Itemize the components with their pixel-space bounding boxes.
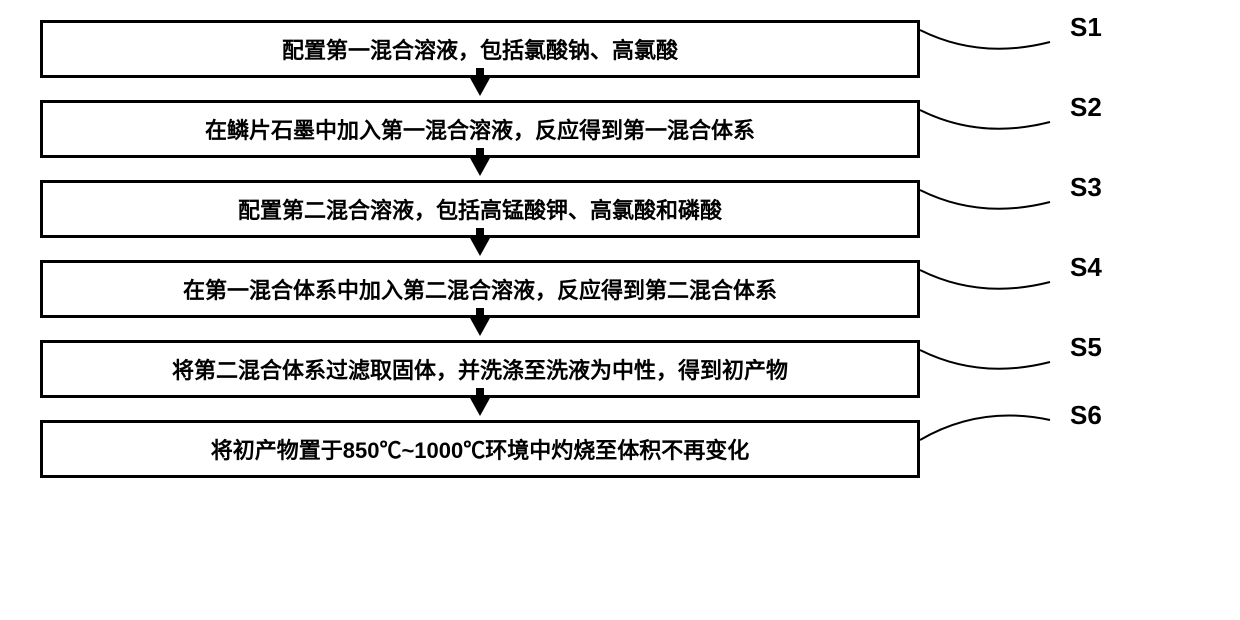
step-label-s6: S6	[1070, 400, 1102, 431]
leader-line	[920, 260, 1180, 320]
leader-line	[920, 180, 1180, 240]
arrow-spacer	[40, 398, 1040, 420]
step-row: 将初产物置于850℃~1000℃环境中灼烧至体积不再变化 S6	[40, 420, 1040, 478]
step-row: 将第二混合体系过滤取固体，并洗涤至洗液为中性，得到初产物 S5	[40, 340, 1040, 398]
step-label-s2: S2	[1070, 92, 1102, 123]
step-label-s5: S5	[1070, 332, 1102, 363]
arrow-spacer	[40, 238, 1040, 260]
step-label-s3: S3	[1070, 172, 1102, 203]
step-label-s1: S1	[1070, 12, 1102, 43]
step-row: 配置第一混合溶液，包括氯酸钠、高氯酸 S1	[40, 20, 1040, 78]
process-flowchart: 配置第一混合溶液，包括氯酸钠、高氯酸 S1 在鳞片石墨中加入第一混合溶液，反应得…	[40, 20, 1040, 478]
step-box-s6: 将初产物置于850℃~1000℃环境中灼烧至体积不再变化	[40, 420, 920, 478]
step-row: 配置第二混合溶液，包括高锰酸钾、高氯酸和磷酸 S3	[40, 180, 1040, 238]
step-row: 在第一混合体系中加入第二混合溶液，反应得到第二混合体系 S4	[40, 260, 1040, 318]
arrow-down-icon	[470, 158, 490, 176]
arrow-spacer	[40, 318, 1040, 340]
arrow-spacer	[40, 78, 1040, 100]
leader-line	[920, 340, 1180, 400]
step-label-s4: S4	[1070, 252, 1102, 283]
arrow-down-icon	[470, 238, 490, 256]
arrow-down-icon	[470, 318, 490, 336]
leader-line	[920, 100, 1180, 160]
step-row: 在鳞片石墨中加入第一混合溶液，反应得到第一混合体系 S2	[40, 100, 1040, 158]
leader-line	[920, 20, 1180, 80]
arrow-spacer	[40, 158, 1040, 180]
arrow-down-icon	[470, 398, 490, 416]
leader-line	[920, 400, 1180, 460]
arrow-down-icon	[470, 78, 490, 96]
